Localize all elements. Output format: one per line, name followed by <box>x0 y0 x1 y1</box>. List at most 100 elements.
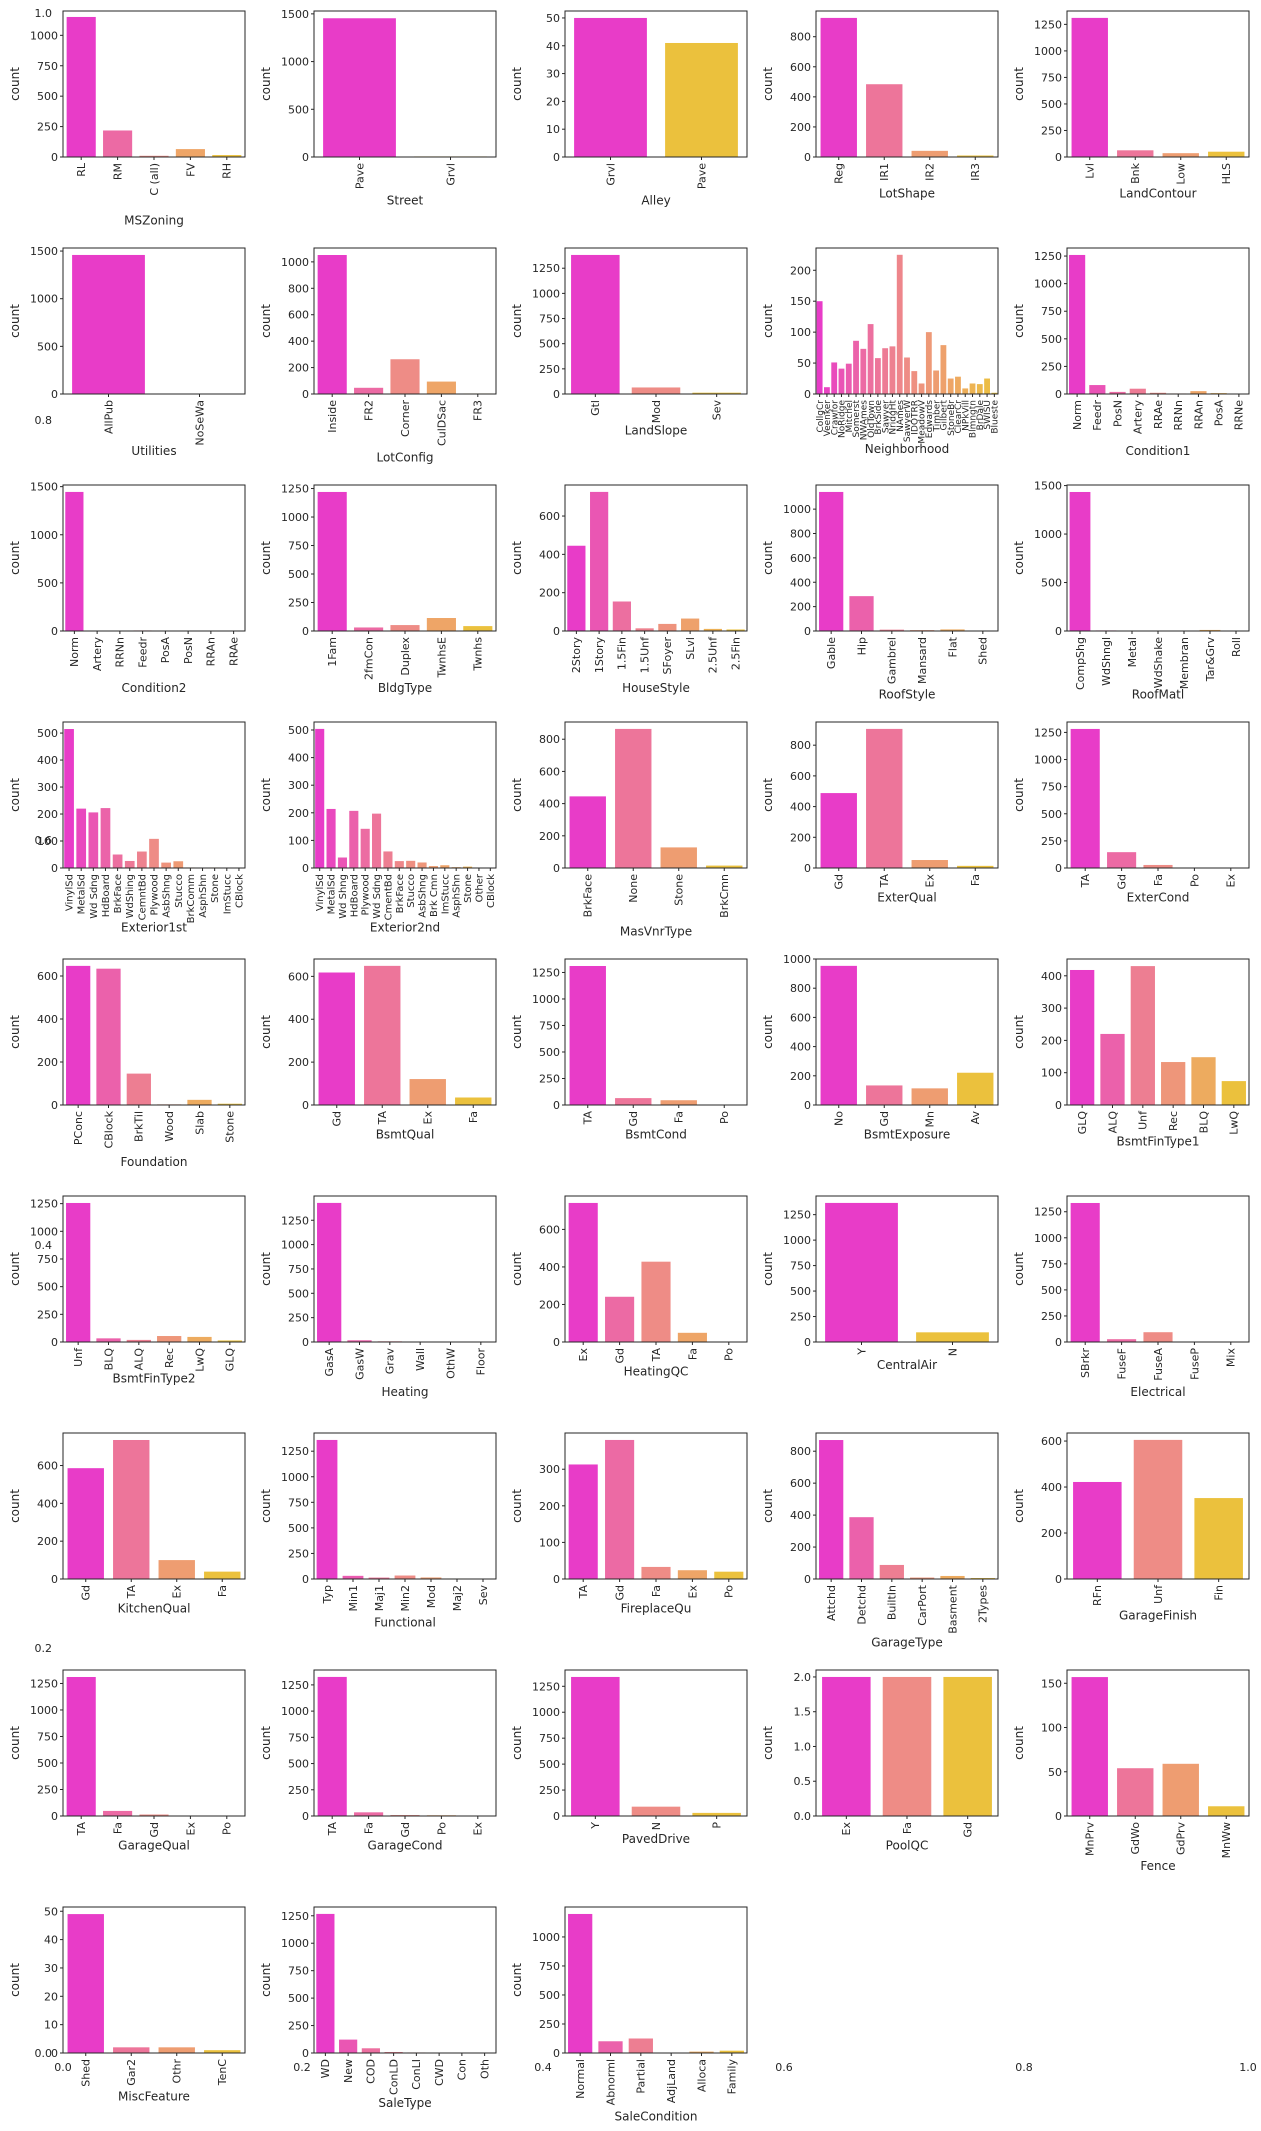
x-axis-label: Exterior2nd <box>370 920 440 934</box>
subplot-miscfeature: 0 10 20 30 40 50 count Shed Gar2 Othr TenC MiscFeat… <box>8 1905 246 2103</box>
y-axis-label: count <box>259 67 273 101</box>
y-tick-label: 0.0 <box>794 1810 812 1823</box>
bar-stone <box>660 847 697 868</box>
x-tick-label: New <box>342 2059 355 2083</box>
bar-alq <box>1100 1033 1125 1105</box>
x-tick-label: Sev <box>477 1585 490 1606</box>
y-axis-label: count <box>510 1963 524 1997</box>
bar-timber <box>933 370 940 394</box>
background-x-tick: 0.6 <box>775 2061 793 2074</box>
y-tick-label: 400 <box>37 1497 58 1510</box>
bar-gd <box>605 1439 635 1579</box>
y-tick-label: 1250 <box>281 1910 309 1923</box>
x-tick-label: Gtl <box>589 400 602 416</box>
bar-typ <box>316 1439 338 1579</box>
x-tick-label: RRAn <box>1192 400 1205 429</box>
x-tick-label: PosA <box>1213 400 1226 427</box>
y-tick-label: 500 <box>37 340 58 353</box>
x-tick-label: Rec <box>163 1348 176 1368</box>
y-tick-label: 0 <box>51 1099 58 1112</box>
bar-fusea <box>1143 1332 1173 1342</box>
subplot-exterior2nd: 0 100 200 300 400 500 count VinylSd MetalSd Wd Sh… <box>259 721 497 934</box>
x-tick-label: TA <box>376 1111 389 1126</box>
bar-fr2 <box>354 387 384 394</box>
axes-frame <box>564 958 748 1106</box>
y-tick-label: 500 <box>1041 98 1062 111</box>
y-axis-label: count <box>510 1726 524 1760</box>
x-tick-label: Fa <box>1152 874 1165 886</box>
subplot-bldgtype: 0 250 500 750 1000 1250 count 1Fam 2fmCon Duplex T… <box>259 483 497 695</box>
y-axis-label: count <box>510 778 524 812</box>
x-axis-label: RoofMatl <box>1132 688 1184 702</box>
bar-pconc <box>66 965 91 1105</box>
x-tick-label: Shed <box>977 637 990 665</box>
bar-wdshing <box>124 860 135 868</box>
axes-frame <box>62 1906 246 2054</box>
bar-corner <box>390 359 420 394</box>
x-tick-label: BLQ <box>102 1348 115 1371</box>
x-tick-label: TA <box>577 1585 590 1600</box>
bar-veenker <box>824 387 830 394</box>
x-tick-label: CmentBd <box>383 874 394 920</box>
x-tick-label: None <box>627 874 640 903</box>
y-tick-label: 250 <box>288 2020 309 2033</box>
y-tick-label: 1250 <box>532 966 560 979</box>
y-tick-label: 400 <box>288 1013 309 1026</box>
y-axis-label: count <box>8 1726 22 1760</box>
x-axis-label: Fence <box>1140 1859 1175 1873</box>
bar-names <box>896 254 903 394</box>
y-tick-label: 0 <box>553 151 560 164</box>
subplot-fence: 0 50 100 150 count MnPrv GdWo GdPrv MnWw Fence <box>1012 1669 1250 1873</box>
x-tick-label: Ex <box>924 874 937 888</box>
x-tick-label: FR2 <box>362 400 375 421</box>
x-tick-label: ImStucc <box>222 874 233 914</box>
x-tick-label: Ex <box>686 1585 699 1599</box>
x-tick-label: TA <box>878 874 891 889</box>
y-tick-label: 0 <box>302 1099 309 1112</box>
x-tick-label: CBlock <box>234 874 245 908</box>
y-tick-label: 400 <box>539 1261 560 1274</box>
plot-area <box>1067 485 1249 631</box>
x-tick-label: PosN <box>1111 400 1124 427</box>
bar-blueste <box>991 392 998 394</box>
x-axis-label: BsmtExposure <box>864 1128 950 1142</box>
x-tick-label: 1.5Fin <box>616 637 629 670</box>
x-tick-label: Po <box>221 1822 234 1835</box>
y-tick-label: 400 <box>790 91 811 104</box>
y-tick-label: 500 <box>288 1522 309 1535</box>
y-axis-label: count <box>1012 541 1026 575</box>
bar-vinylsd <box>315 728 325 868</box>
y-tick-label: 1000 <box>1034 754 1062 767</box>
bar-abnorml <box>598 2041 623 2053</box>
bar-inside <box>317 255 347 394</box>
plot-area <box>816 1433 998 1579</box>
x-tick-label: Maj1 <box>373 1585 386 1611</box>
y-tick-label: 40 <box>44 1934 58 1947</box>
subplot-condition1: 0 250 500 750 1000 1250 count Norm Feedr PosN Arte… <box>1012 247 1250 458</box>
x-axis-label: GarageType <box>871 1636 943 1650</box>
bar-brkface <box>112 854 123 868</box>
y-tick-label: 750 <box>539 313 560 326</box>
x-tick-label: Wd Sdng <box>372 874 383 919</box>
background-y-tick: 0.2 <box>35 1642 53 1655</box>
bar-gilbert <box>940 345 947 394</box>
y-tick-label: 800 <box>790 739 811 752</box>
y-axis-label: count <box>8 67 22 101</box>
x-tick-label: Fa <box>467 1111 480 1123</box>
x-tick-label: FuseF <box>1115 1348 1128 1380</box>
bar-carport <box>910 1577 935 1579</box>
y-tick-label: 0 <box>302 1336 309 1349</box>
x-tick-label: Brk Cmn <box>429 874 440 917</box>
axes-frame <box>62 247 246 395</box>
x-tick-label: N <box>650 1822 663 1830</box>
bar-ta <box>568 1464 598 1579</box>
bar-ta <box>641 1261 671 1342</box>
bar-slvl <box>681 618 700 631</box>
y-axis-label: count <box>510 304 524 338</box>
bar-glq <box>217 1340 242 1342</box>
x-tick-label: Tar&Grv <box>1204 637 1217 683</box>
x-tick-label: RH <box>221 163 234 179</box>
subplot-foundation: 0 200 400 600 count PConc CBlock BrkTil Wood Slab… <box>8 958 246 1169</box>
y-axis-label: count <box>8 1963 22 1997</box>
bar-fa <box>103 1810 133 1816</box>
